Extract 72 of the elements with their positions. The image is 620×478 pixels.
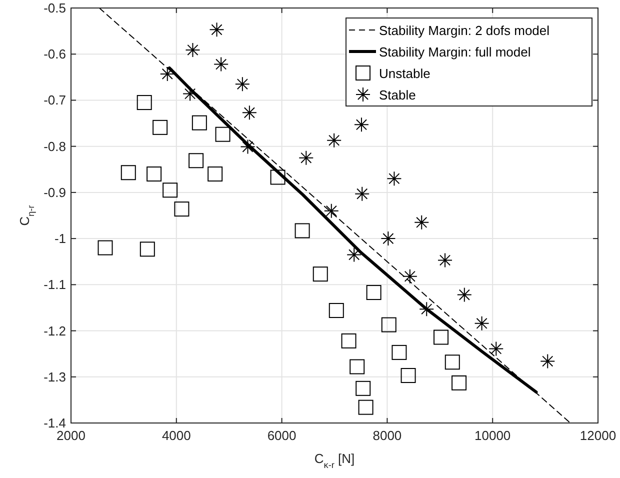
point (354, 117, 369, 132)
point (488, 341, 504, 356)
point (324, 203, 339, 218)
point (146, 166, 162, 182)
x-axis-title: C$_{κ-r}$ [N] (314, 451, 355, 470)
point (192, 115, 207, 130)
point (380, 231, 396, 246)
point (414, 214, 430, 230)
point (298, 150, 314, 166)
y-tick-label: -0.9 (44, 184, 66, 200)
point (188, 153, 204, 168)
point (185, 42, 200, 58)
point (240, 139, 256, 154)
y-tick-label: -1.4 (44, 416, 66, 430)
point (354, 186, 370, 202)
y-tick-label: -0.8 (44, 138, 66, 154)
point (98, 240, 113, 256)
point (474, 316, 490, 331)
point (152, 120, 168, 135)
point (386, 171, 402, 186)
point (381, 317, 396, 332)
point (400, 368, 416, 384)
point (162, 182, 178, 198)
legend-label: Stability Margin: 2 dofs model (379, 23, 550, 38)
point (242, 105, 257, 120)
point (214, 56, 229, 72)
y-tick-label: -0.6 (44, 46, 66, 62)
x-tick-label: 8000 (372, 428, 402, 443)
point (358, 400, 374, 415)
point (312, 266, 328, 282)
point (402, 268, 418, 284)
point (444, 354, 460, 370)
point (326, 132, 342, 148)
point (328, 302, 344, 318)
point (209, 22, 224, 38)
point (366, 285, 382, 300)
legend-label: Unstable (379, 66, 430, 81)
point (215, 126, 230, 142)
x-tick-label: 12000 (580, 428, 616, 443)
x-tick-label: 6000 (267, 428, 296, 443)
legend-label: Stable (379, 88, 416, 102)
x-tick-label: 4000 (162, 428, 191, 443)
point (419, 302, 434, 317)
y-tick-label: -1.2 (44, 323, 66, 338)
point (120, 165, 136, 180)
point (234, 76, 250, 92)
y-tick-label: -1 (54, 231, 66, 246)
point (540, 354, 556, 369)
point (346, 247, 362, 262)
point (182, 86, 198, 102)
point (350, 359, 365, 374)
point (136, 95, 152, 110)
point (434, 330, 449, 345)
point (438, 252, 453, 268)
y-tick-label: -0.7 (44, 92, 66, 108)
x-tick-label: 10000 (474, 428, 511, 443)
point (174, 202, 190, 217)
point (356, 380, 371, 396)
point (456, 287, 472, 302)
legend-label: Stability Margin: full model (379, 44, 531, 60)
y-tick-label: -1.3 (44, 369, 66, 384)
point (208, 166, 223, 182)
point (140, 242, 155, 257)
y-tick-label: -1.1 (44, 277, 66, 292)
point (341, 333, 356, 348)
point (452, 375, 467, 390)
point (294, 223, 310, 238)
x-tick-label: 2000 (56, 428, 86, 443)
y-tick-label: -0.5 (44, 0, 66, 16)
point (270, 170, 286, 185)
point (160, 66, 175, 82)
point (392, 344, 407, 360)
